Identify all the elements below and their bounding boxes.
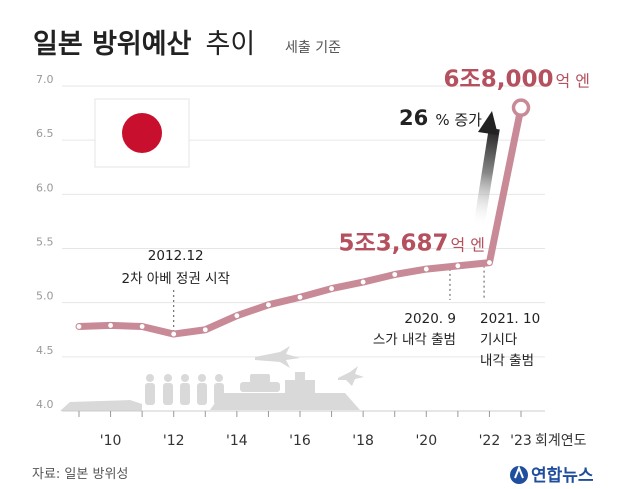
annotation-line: 2012.12: [148, 248, 204, 264]
value-label-unit: 억 엔: [555, 72, 590, 91]
data-point: [455, 263, 461, 269]
x-tick-label: '10: [100, 433, 122, 449]
value-label-amount: 5조3,687: [339, 231, 449, 257]
data-point: [360, 279, 366, 285]
data-point: [76, 324, 82, 329]
event-annotations: 2012.12 2차 아베 정권 시작 2020. 9 스가 내각 출범 2021. 1…: [122, 248, 541, 369]
x-tick-label: '20: [415, 433, 437, 449]
data-point: [266, 302, 271, 308]
data-point: [108, 323, 113, 328]
x-axis-ticks: '10 '12 '14 '16 '18 '20 '22 '23: [78, 411, 532, 449]
data-point: [202, 327, 208, 333]
growth-label: % 증가: [435, 111, 482, 129]
data-point: [234, 313, 240, 319]
svg-text:26 % 증가: 26 % 증가: [399, 106, 482, 130]
y-tick-label: 6.0: [36, 181, 54, 194]
x-tick-label: '23: [510, 433, 532, 449]
data-point-latest: [511, 98, 531, 117]
value-label-2022: 5조3,687 억 엔: [339, 231, 485, 257]
military-silhouette-icon: [60, 346, 364, 411]
annotation-line: 스가 내각 출범: [373, 332, 456, 348]
yonhap-logo: 연합뉴스: [510, 465, 594, 486]
annotation-line: 2차 아베 정권 시작: [122, 271, 230, 287]
value-label-2023: 6조8,000 억 엔: [444, 67, 590, 93]
logo-text: 연합뉴스: [531, 465, 594, 486]
chart-title: 일본 방위예산: [33, 29, 192, 60]
x-tick-label: '16: [289, 433, 311, 449]
x-tick-label: '18: [352, 433, 374, 449]
x-tick-label: '22: [479, 433, 501, 449]
data-point: [423, 266, 429, 272]
y-tick-label: 6.5: [36, 127, 54, 140]
annotation-line: 2020. 9: [404, 311, 456, 327]
data-point: [487, 260, 492, 265]
growth-percent: 26: [399, 106, 428, 130]
y-tick-label: 4.0: [36, 398, 54, 411]
growth-arrow: [473, 111, 500, 229]
x-tick-label: '14: [226, 433, 248, 449]
data-point: [392, 272, 398, 277]
data-point: [171, 331, 177, 337]
y-axis-ticks: 4.0 4.5 5.0 5.5 6.0 6.5 7.0: [36, 73, 54, 411]
annotation-line: 기시다: [480, 332, 518, 348]
data-point: [297, 294, 303, 300]
x-tick-label: '12: [163, 433, 185, 449]
annotation-line: 내각 출범: [480, 353, 534, 369]
data-point: [139, 324, 145, 329]
svg-text:일본 방위예산 추이: 일본 방위예산 추이: [33, 29, 255, 60]
y-tick-label: 5.0: [36, 290, 54, 303]
y-tick-label: 7.0: [36, 73, 54, 86]
title-note: 세출 기준: [285, 40, 341, 56]
value-label-amount: 6조8,000: [444, 67, 554, 93]
budget-series: [75, 98, 531, 338]
annotation-line: 2021. 10: [480, 311, 540, 327]
data-point: [329, 286, 334, 291]
x-axis-unit-label: 회계연도: [535, 433, 587, 449]
y-tick-label: 5.5: [36, 236, 54, 249]
japan-flag-icon: [94, 98, 190, 168]
chart-subtitle: 추이: [206, 29, 256, 60]
value-label-unit: 억 엔: [450, 236, 485, 255]
y-tick-label: 4.5: [36, 344, 54, 357]
source-note: 자료: 일본 방위성: [32, 467, 128, 482]
